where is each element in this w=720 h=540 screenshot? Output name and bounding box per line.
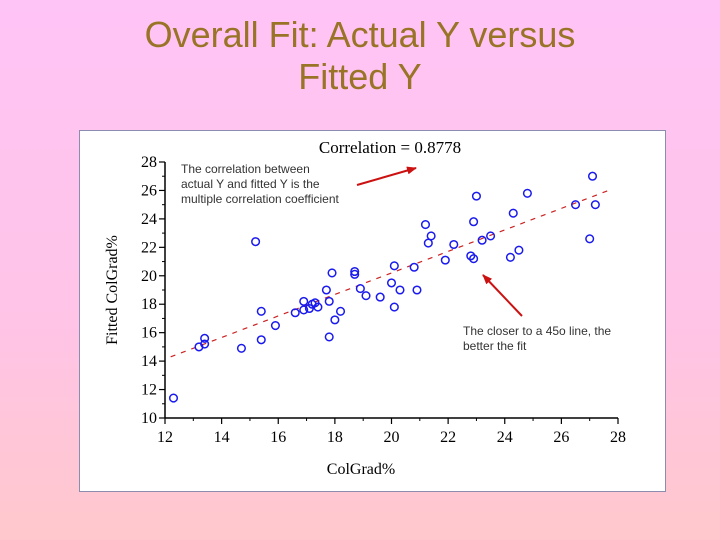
data-point bbox=[412, 285, 422, 295]
arrow-to-correlation bbox=[356, 166, 417, 186]
data-point bbox=[256, 306, 266, 316]
data-point bbox=[355, 284, 365, 294]
reference-line bbox=[170, 188, 613, 358]
data-point bbox=[236, 343, 246, 353]
y-tick-label: 18 bbox=[141, 296, 157, 313]
chart-frame bbox=[79, 130, 666, 492]
x-tick-label: 20 bbox=[384, 429, 400, 446]
data-point bbox=[270, 321, 280, 331]
data-point bbox=[290, 308, 300, 318]
y-tick-label: 10 bbox=[141, 410, 157, 427]
data-point bbox=[409, 262, 419, 272]
x-axis-label: ColGrad% bbox=[327, 461, 395, 478]
data-point bbox=[522, 188, 532, 198]
data-point bbox=[324, 296, 334, 306]
x-tick-label: 26 bbox=[553, 429, 569, 446]
data-point bbox=[375, 292, 385, 302]
data-point bbox=[200, 339, 210, 349]
y-tick-label: 28 bbox=[141, 154, 157, 171]
x-tick-label: 22 bbox=[440, 429, 456, 446]
data-points bbox=[168, 171, 600, 403]
data-point bbox=[251, 237, 261, 247]
data-point bbox=[200, 333, 210, 343]
data-point bbox=[335, 306, 346, 316]
arrow-to-reference-line bbox=[482, 274, 523, 317]
y-tick-label: 26 bbox=[141, 182, 157, 199]
x-tick-label: 28 bbox=[610, 429, 626, 446]
fit-reference-line bbox=[170, 188, 613, 358]
data-point bbox=[469, 254, 479, 264]
x-tick-label: 14 bbox=[214, 429, 230, 446]
slide-title-line-1: Overall Fit: Actual Y versus bbox=[144, 14, 576, 55]
data-point bbox=[310, 298, 320, 308]
data-point bbox=[389, 261, 399, 271]
data-point bbox=[168, 393, 179, 403]
data-point bbox=[350, 269, 360, 279]
data-point bbox=[486, 231, 496, 241]
chart-title: Correlation = 0.8778 bbox=[319, 138, 461, 157]
data-point bbox=[585, 234, 595, 244]
data-point bbox=[395, 285, 405, 295]
data-point bbox=[471, 191, 481, 201]
data-point bbox=[330, 315, 340, 325]
data-point bbox=[469, 217, 479, 227]
data-point bbox=[449, 239, 459, 250]
data-point bbox=[420, 220, 431, 230]
x-tick-label: 16 bbox=[270, 429, 286, 446]
data-point bbox=[256, 335, 266, 345]
data-point bbox=[590, 200, 600, 210]
annotation-arrows bbox=[356, 166, 523, 317]
annotation-correlation-note: The correlation between actual Y and fit… bbox=[181, 162, 339, 206]
data-point bbox=[350, 266, 360, 277]
data-point bbox=[505, 252, 515, 262]
y-tick-label: 16 bbox=[141, 325, 157, 342]
data-point bbox=[570, 200, 581, 210]
slide-title: Overall Fit: Actual Y versus Fitted Y bbox=[0, 14, 720, 98]
y-axis-label: Fitted ColGrad% bbox=[104, 235, 121, 345]
x-tick-label: 24 bbox=[497, 429, 513, 446]
data-point bbox=[299, 296, 309, 306]
data-point bbox=[361, 291, 371, 301]
data-point bbox=[508, 208, 518, 218]
annotation-45-degree-note: The closer to a 45o line, the better the… bbox=[463, 324, 612, 353]
y-tick-label: 12 bbox=[141, 382, 157, 399]
data-point bbox=[466, 251, 476, 261]
y-tick-label: 14 bbox=[141, 353, 157, 370]
data-point bbox=[321, 285, 331, 295]
y-tick-label: 22 bbox=[141, 239, 157, 256]
data-point bbox=[440, 255, 450, 265]
x-tick-label: 18 bbox=[327, 429, 343, 446]
slide-title-line-2: Fitted Y bbox=[298, 56, 422, 97]
data-point bbox=[426, 231, 436, 241]
x-tick-label: 12 bbox=[157, 429, 173, 446]
data-point bbox=[389, 302, 399, 312]
data-point bbox=[514, 245, 524, 255]
data-point bbox=[587, 171, 598, 181]
data-point bbox=[477, 235, 487, 245]
data-point bbox=[299, 305, 309, 315]
data-point bbox=[327, 268, 337, 278]
data-point bbox=[324, 332, 334, 342]
data-point bbox=[386, 278, 397, 288]
y-tick-label: 20 bbox=[141, 268, 157, 285]
y-tick-label: 24 bbox=[141, 211, 157, 228]
